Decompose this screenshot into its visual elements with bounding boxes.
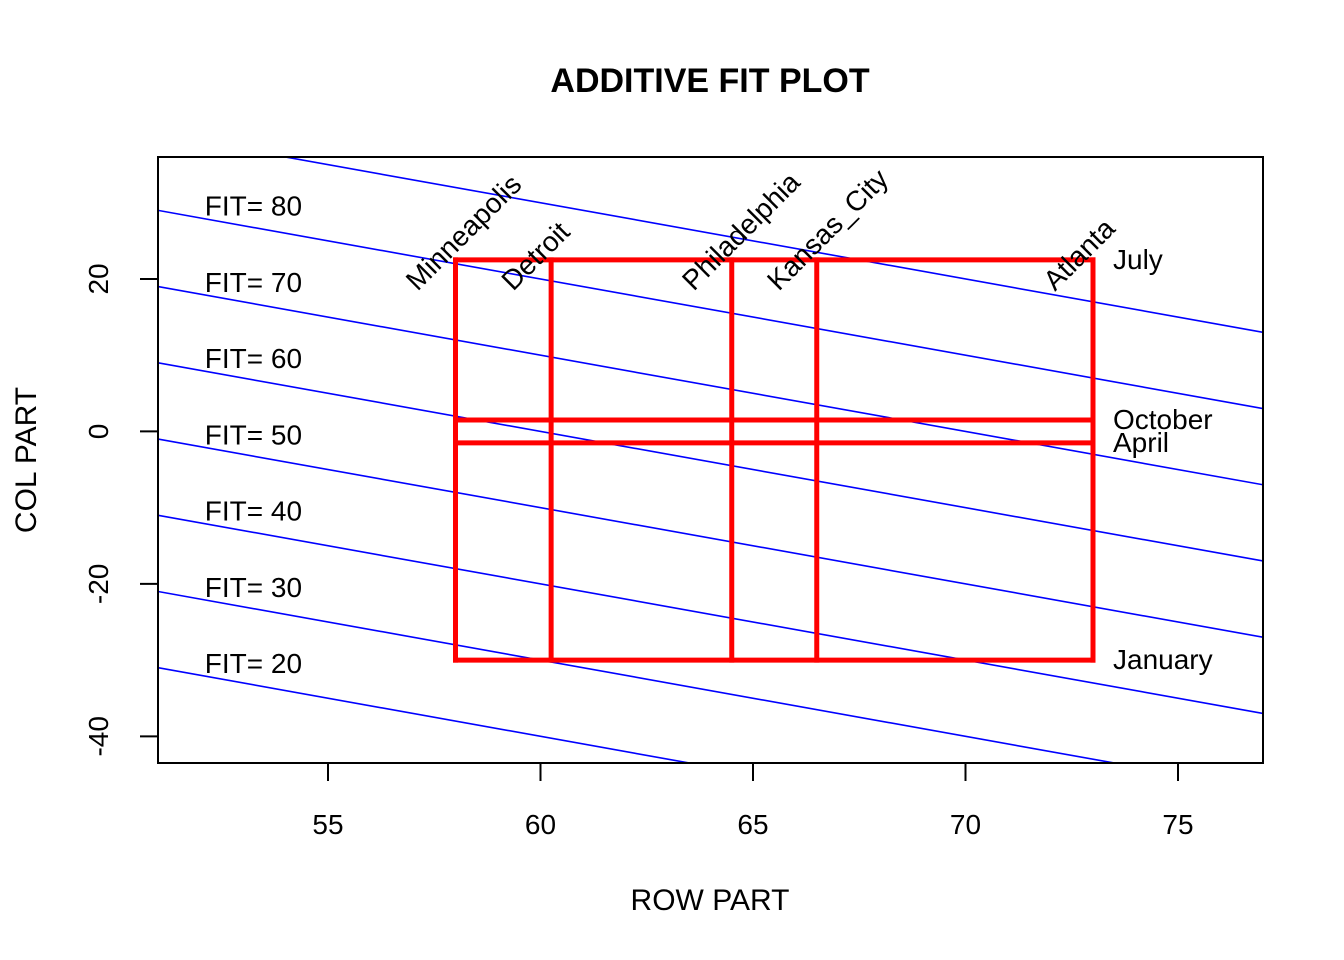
y-tick-label: -20 (83, 564, 114, 604)
x-tick-label: 70 (950, 809, 981, 840)
fit-line-label: FIT= 90 (205, 115, 302, 146)
chart-title: ADDITIVE FIT PLOT (550, 62, 869, 100)
x-tick-label: 55 (312, 809, 343, 840)
fit-line (158, 362, 1263, 562)
fit-line (158, 285, 1263, 486)
x-axis: 55 60 65 70 75 (312, 762, 1194, 840)
col-label: April (1113, 427, 1169, 458)
col-label: July (1113, 244, 1163, 275)
fit-lines (158, 157, 1263, 763)
fit-labels: FIT= 20 FIT= 30 FIT= 40 FIT= 50 FIT= 60 FIT= … (205, 115, 302, 679)
y-tick-label: 0 (83, 424, 114, 440)
row-label: Atlanta (1037, 212, 1121, 296)
x-tick-label: 65 (737, 809, 768, 840)
fit-line (158, 590, 1119, 763)
row-label: Detroit (495, 216, 575, 296)
x-axis-title: ROW PART (631, 884, 790, 917)
y-tick-label: -40 (83, 716, 114, 756)
fit-line-label: FIT= 20 (205, 648, 302, 679)
fit-line-label: FIT= 80 (205, 191, 302, 222)
y-tick-label: 20 (83, 263, 114, 294)
y-axis: -40 -20 0 20 (83, 263, 159, 757)
fit-line-label: FIT= 60 (205, 343, 302, 374)
x-tick-label: 75 (1162, 809, 1193, 840)
col-label: January (1113, 644, 1213, 675)
fit-line (158, 514, 1263, 715)
fit-line-label: FIT= 30 (205, 572, 302, 603)
fit-line (280, 157, 1263, 334)
col-label: October (1113, 404, 1213, 435)
x-tick-label: 60 (525, 809, 556, 840)
fit-line-label: FIT= 70 (205, 267, 302, 298)
additive-grid (453, 257, 1096, 663)
fit-line-label: FIT= 40 (205, 496, 302, 527)
fit-line (158, 209, 1263, 410)
fit-line-label: FIT= 50 (205, 419, 302, 450)
y-axis-title: COL PART (10, 387, 43, 533)
fit-line (158, 666, 694, 763)
fit-line (158, 438, 1263, 639)
